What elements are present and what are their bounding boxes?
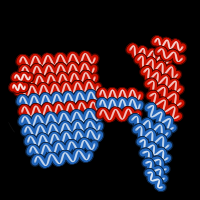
FancyArrowPatch shape (45, 164, 47, 168)
FancyArrowPatch shape (45, 126, 53, 140)
FancyArrowPatch shape (18, 95, 19, 99)
FancyArrowPatch shape (23, 125, 25, 129)
FancyArrowPatch shape (18, 97, 27, 112)
FancyArrowPatch shape (97, 97, 100, 102)
FancyArrowPatch shape (38, 142, 39, 156)
FancyArrowPatch shape (9, 122, 14, 132)
FancyArrowPatch shape (132, 123, 134, 128)
FancyArrowPatch shape (21, 105, 22, 109)
FancyArrowPatch shape (34, 93, 38, 96)
FancyArrowPatch shape (133, 51, 137, 57)
FancyArrowPatch shape (44, 130, 46, 142)
FancyArrowPatch shape (25, 135, 27, 139)
